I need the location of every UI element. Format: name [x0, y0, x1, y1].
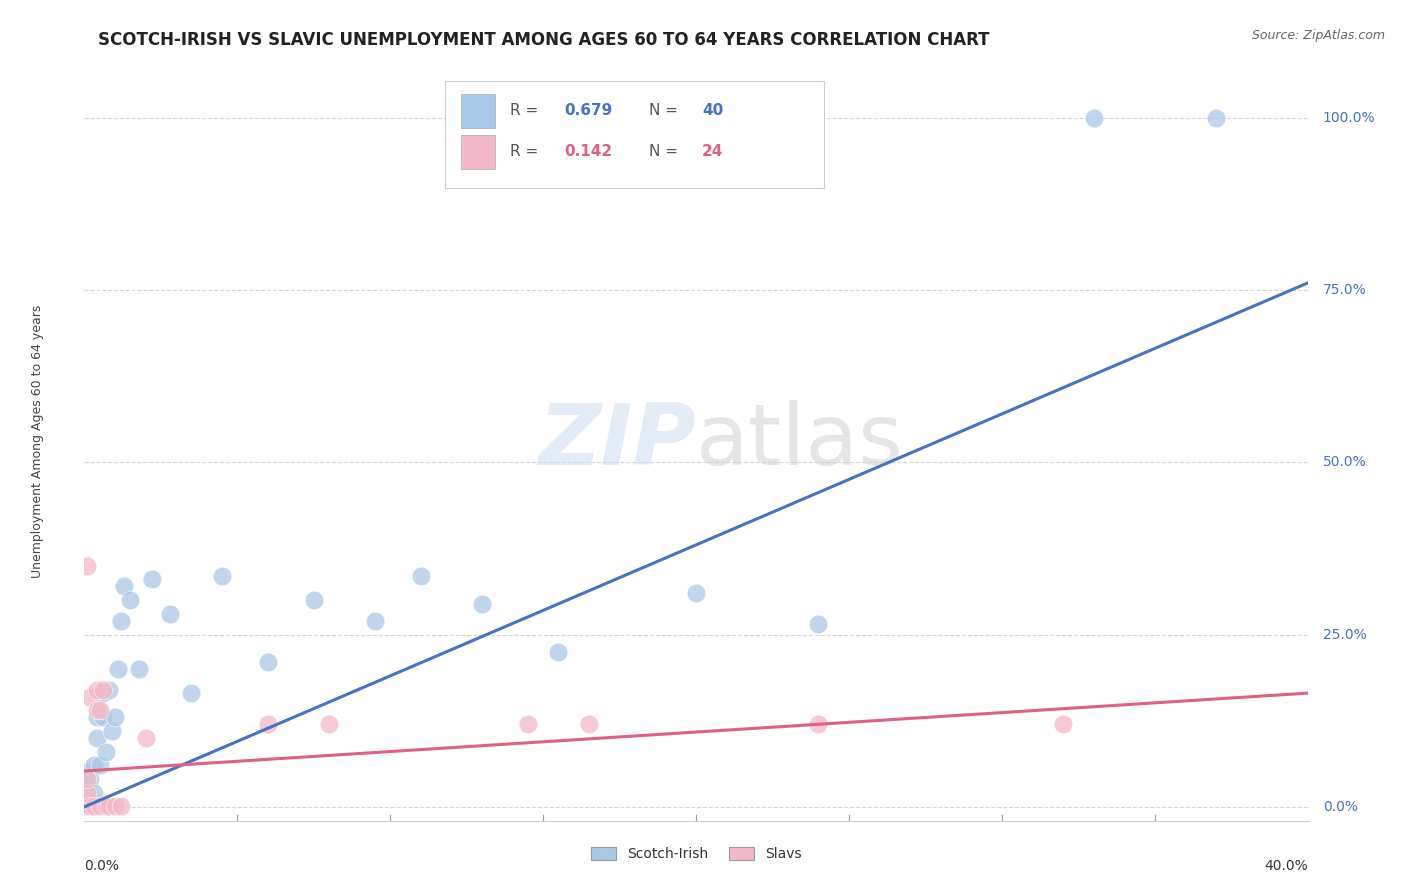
FancyBboxPatch shape: [461, 135, 495, 169]
Point: [76, 799, 98, 814]
Point: [76, 772, 98, 787]
Point: [76, 765, 98, 780]
Point: [76, 558, 98, 573]
Point: [135, 731, 157, 745]
Point: [86, 710, 108, 724]
Point: [89, 799, 111, 814]
Point: [257, 717, 280, 731]
Point: [86, 731, 108, 745]
Point: [76, 779, 98, 793]
Text: 50.0%: 50.0%: [1323, 455, 1367, 469]
Point: [364, 614, 387, 628]
Text: 40: 40: [702, 103, 723, 119]
Point: [89, 799, 111, 814]
Text: N =: N =: [650, 103, 683, 119]
Text: ZIP: ZIP: [538, 400, 696, 483]
Text: atlas: atlas: [696, 400, 904, 483]
Point: [76, 786, 98, 800]
Point: [159, 607, 181, 621]
Point: [79, 772, 101, 787]
Point: [141, 573, 163, 587]
Legend: Scotch-Irish, Slavs: Scotch-Irish, Slavs: [585, 842, 807, 867]
Text: 0.142: 0.142: [564, 145, 612, 160]
Point: [76, 799, 98, 814]
Point: [578, 717, 600, 731]
Point: [86, 682, 108, 697]
Point: [86, 703, 108, 717]
Point: [83, 799, 105, 814]
Point: [104, 710, 127, 724]
Point: [807, 617, 830, 632]
Point: [94, 799, 117, 814]
Point: [83, 799, 105, 814]
Point: [516, 717, 538, 731]
Point: [211, 569, 233, 583]
Point: [97, 799, 120, 814]
Point: [107, 662, 129, 676]
Text: 0.0%: 0.0%: [84, 858, 120, 872]
Text: R =: R =: [510, 145, 543, 160]
Point: [807, 717, 830, 731]
Text: Unemployment Among Ages 60 to 64 years: Unemployment Among Ages 60 to 64 years: [31, 305, 45, 578]
Point: [79, 690, 101, 704]
Point: [91, 682, 114, 697]
Point: [120, 593, 142, 607]
Point: [257, 655, 280, 669]
Text: 25.0%: 25.0%: [1323, 628, 1367, 641]
Text: SCOTCH-IRISH VS SLAVIC UNEMPLOYMENT AMONG AGES 60 TO 64 YEARS CORRELATION CHART: SCOTCH-IRISH VS SLAVIC UNEMPLOYMENT AMON…: [98, 31, 990, 49]
Point: [79, 799, 101, 814]
Point: [110, 614, 132, 628]
Point: [76, 786, 98, 800]
Point: [1083, 111, 1105, 125]
Point: [112, 579, 135, 593]
Point: [83, 786, 105, 800]
FancyBboxPatch shape: [446, 81, 824, 187]
Point: [547, 645, 569, 659]
Point: [1052, 717, 1074, 731]
Text: R =: R =: [510, 103, 543, 119]
Point: [94, 745, 117, 759]
Point: [409, 569, 432, 583]
Text: 0.0%: 0.0%: [1323, 800, 1358, 814]
Point: [101, 724, 124, 739]
Point: [91, 686, 114, 700]
Point: [97, 682, 120, 697]
Point: [76, 793, 98, 807]
Point: [91, 710, 114, 724]
Point: [1205, 111, 1227, 125]
Point: [180, 686, 202, 700]
Text: 75.0%: 75.0%: [1323, 283, 1367, 297]
Point: [302, 593, 325, 607]
Point: [110, 799, 132, 814]
Point: [83, 758, 105, 772]
Text: 100.0%: 100.0%: [1323, 111, 1375, 125]
Text: N =: N =: [650, 145, 683, 160]
Text: 40.0%: 40.0%: [1264, 858, 1308, 872]
Point: [104, 799, 127, 814]
Point: [89, 703, 111, 717]
Point: [89, 758, 111, 772]
Text: 24: 24: [702, 145, 724, 160]
Point: [79, 799, 101, 814]
Point: [318, 717, 340, 731]
Point: [76, 793, 98, 807]
Point: [685, 586, 707, 600]
Text: 0.679: 0.679: [564, 103, 612, 119]
Point: [128, 662, 150, 676]
Point: [471, 597, 494, 611]
FancyBboxPatch shape: [461, 94, 495, 128]
Text: Source: ZipAtlas.com: Source: ZipAtlas.com: [1251, 29, 1385, 42]
Point: [79, 793, 101, 807]
